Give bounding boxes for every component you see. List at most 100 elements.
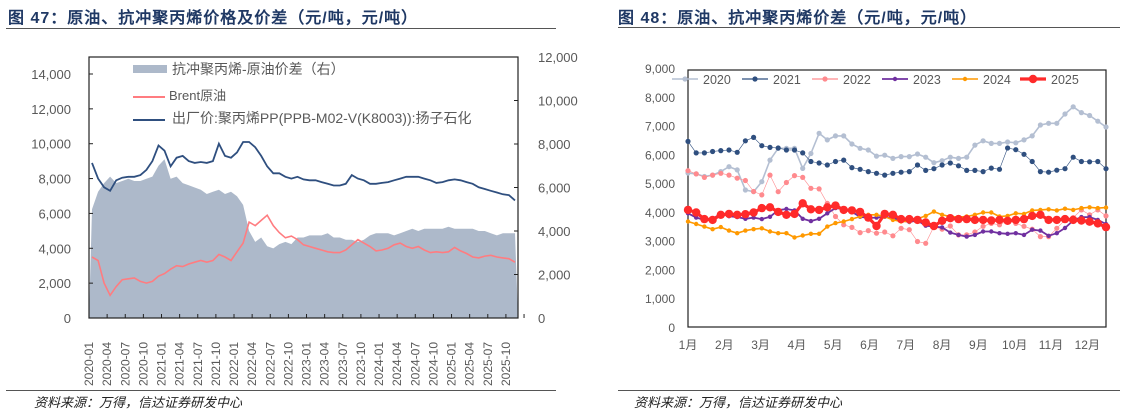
data-point-2025	[782, 210, 791, 219]
data-point-2022	[808, 185, 814, 191]
x-tick-label: 2023-01	[300, 342, 314, 386]
data-point-2025	[1028, 211, 1037, 221]
data-point-2023	[989, 229, 994, 234]
data-point-2023	[964, 234, 969, 239]
data-point-2025	[872, 221, 881, 231]
pp-price-line	[91, 141, 516, 202]
x-tick-label: 2022-10	[281, 342, 295, 386]
series-2020	[685, 104, 1109, 195]
data-point-2025	[1044, 215, 1053, 225]
data-point-2020	[816, 130, 822, 136]
legend-marker-2022	[822, 76, 828, 82]
left-source-note: 资料来源：万得，信达证券研发中心	[34, 395, 243, 410]
data-point-2024	[792, 235, 797, 240]
data-point-2023	[939, 225, 945, 230]
data-point-2025	[847, 206, 857, 215]
data-point-2020	[980, 138, 986, 144]
x-tick-label: 2022-04	[245, 342, 259, 386]
series-2025	[683, 199, 1111, 232]
data-point-2024	[800, 233, 805, 238]
x-tick-label: 2021-10	[209, 342, 223, 386]
series-2024	[685, 205, 1109, 240]
data-point-2025	[700, 214, 709, 224]
data-point-2020	[1013, 140, 1019, 146]
data-point-2025	[1101, 222, 1111, 232]
data-point-2021	[1037, 169, 1043, 175]
month-label: 5月	[824, 338, 843, 352]
data-point-2022	[906, 227, 912, 233]
data-point-2021	[710, 148, 716, 155]
legend-marker-2020	[682, 76, 688, 82]
data-point-2020	[808, 150, 814, 157]
data-point-2022	[767, 172, 773, 178]
data-point-2021	[1054, 167, 1060, 173]
month-label: 1月	[679, 338, 698, 352]
left-y-tick-label: 2,000	[38, 276, 71, 291]
legend-label-spread: 抗冲聚丙烯-原油价差（右）	[172, 61, 345, 77]
data-point-2020	[882, 152, 888, 158]
data-point-2025	[798, 199, 807, 208]
data-point-2025	[757, 203, 766, 213]
data-point-2022	[849, 224, 855, 230]
data-point-2024	[1095, 205, 1101, 211]
data-point-2022	[751, 188, 757, 195]
legend-marker-2023	[892, 76, 898, 82]
data-point-2023	[759, 216, 764, 222]
data-point-2020	[873, 153, 880, 159]
data-point-2023	[816, 216, 822, 221]
data-point-2025	[823, 203, 832, 212]
data-point-2022	[783, 179, 790, 186]
data-point-2021	[1087, 159, 1093, 165]
x-tick-label: 2022-07	[263, 342, 277, 386]
data-point-2025	[741, 210, 750, 219]
data-point-2022	[775, 189, 781, 195]
data-point-2025	[1036, 210, 1045, 219]
data-point-2025	[995, 215, 1004, 225]
data-point-2025	[814, 205, 824, 215]
data-point-2021	[800, 150, 806, 156]
data-point-2024	[743, 228, 748, 233]
legend-marker-2021	[752, 76, 758, 82]
data-point-2025	[765, 203, 775, 212]
data-point-2021	[751, 134, 757, 140]
x-tick-label: 2024-07	[408, 342, 422, 386]
data-point-2024	[710, 227, 715, 232]
data-point-2024	[702, 224, 707, 229]
series-line-2020	[687, 106, 1107, 193]
data-point-2022	[1021, 223, 1027, 229]
series-2021	[685, 134, 1109, 178]
data-point-2024	[726, 228, 732, 233]
left-y-tick-label: 14,000	[31, 67, 71, 82]
data-point-2023	[1005, 231, 1010, 236]
month-label: 11月	[1039, 338, 1063, 352]
data-point-2025	[954, 214, 963, 224]
data-point-2022	[873, 230, 880, 236]
left-y-tick-label: 12,000	[31, 102, 71, 117]
data-point-2021	[1103, 166, 1109, 172]
legend-marker-2024	[962, 76, 968, 82]
data-point-2021	[701, 150, 708, 156]
data-point-2021	[808, 158, 814, 165]
left-y-tick-label: 10,000	[31, 137, 71, 152]
data-point-2021	[923, 167, 929, 173]
data-point-2021	[1046, 169, 1052, 175]
month-label: 4月	[788, 338, 807, 352]
month-label: 10月	[1002, 338, 1027, 352]
legend-label-2023: 2023	[913, 73, 941, 87]
data-point-2021	[783, 147, 790, 153]
data-point-2024	[751, 227, 756, 232]
right-chart-y-tick-label: 8,000	[645, 91, 675, 105]
data-point-2021	[742, 138, 749, 144]
data-point-2025	[692, 208, 701, 217]
data-point-2025	[1093, 219, 1103, 228]
data-point-2020	[890, 155, 896, 161]
data-point-2020	[988, 140, 994, 146]
x-tick-label: 2024-04	[390, 342, 404, 386]
data-point-2025	[855, 207, 865, 217]
data-point-2022	[832, 213, 839, 220]
data-point-2020	[849, 141, 855, 147]
data-point-2022	[1037, 234, 1043, 240]
month-label: 6月	[860, 338, 879, 352]
data-point-2023	[784, 206, 789, 212]
legend-label-2021: 2021	[773, 73, 801, 87]
